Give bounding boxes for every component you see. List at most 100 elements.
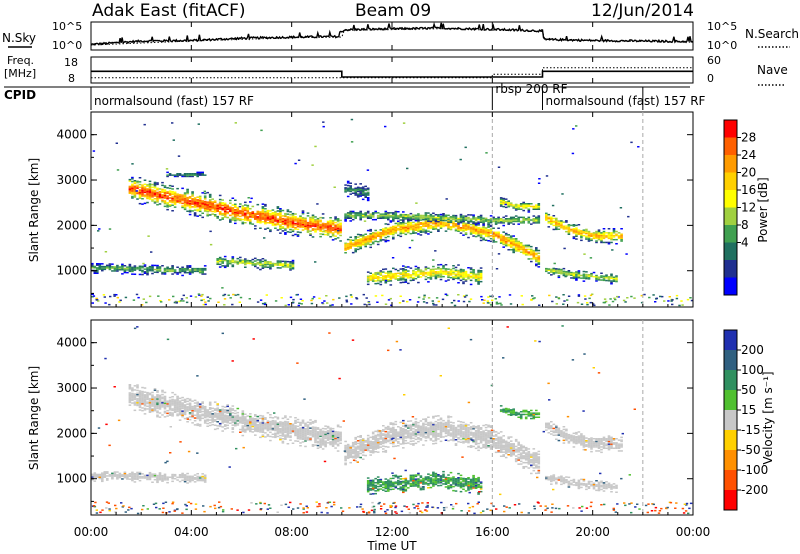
range-cell <box>389 438 393 440</box>
range-cell <box>138 405 142 407</box>
range-cell <box>484 219 488 221</box>
range-cell <box>254 225 257 227</box>
range-cell <box>535 248 538 250</box>
range-cell <box>156 415 159 418</box>
range-cell <box>547 272 551 274</box>
range-cell <box>136 186 139 188</box>
range-cell <box>165 168 169 170</box>
range-cell <box>173 402 177 404</box>
range-cell <box>507 219 510 221</box>
range-cell <box>477 276 480 278</box>
range-cell <box>537 219 541 221</box>
range-cell <box>236 215 240 217</box>
range-cell <box>336 440 340 443</box>
range-cell <box>509 202 513 204</box>
range-cell <box>434 435 438 438</box>
range-cell <box>382 213 385 215</box>
range-cell <box>527 203 531 205</box>
range-cell <box>259 436 262 439</box>
range-cell <box>176 187 179 190</box>
range-cell <box>376 435 380 437</box>
range-cell <box>434 271 438 273</box>
range-cell <box>504 206 508 209</box>
range-cell <box>251 419 255 421</box>
range-cell <box>479 221 483 223</box>
range-cell <box>522 222 525 224</box>
range-cell <box>246 212 250 215</box>
range-cell <box>265 294 268 296</box>
range-cell <box>402 225 405 228</box>
range-cell <box>251 420 255 422</box>
range-cell <box>231 421 235 424</box>
range-cell <box>135 190 138 192</box>
range-cell <box>467 214 470 216</box>
range-cell <box>517 244 520 247</box>
range-cell <box>231 420 235 422</box>
range-cell <box>161 194 164 196</box>
range-cell <box>136 400 139 403</box>
range-cell <box>570 228 573 231</box>
range-cell <box>173 203 177 206</box>
range-cell <box>281 230 285 232</box>
range-cell <box>269 265 272 267</box>
range-cell <box>156 400 159 403</box>
range-cell <box>291 229 295 231</box>
range-cell <box>324 227 327 229</box>
range-cell <box>281 440 285 443</box>
range-cell <box>429 270 433 272</box>
range-cell <box>178 397 182 400</box>
range-cell <box>173 407 177 409</box>
range-cell <box>334 225 337 228</box>
range-cell <box>186 198 189 200</box>
range-cell <box>605 277 608 279</box>
range-cell <box>524 254 528 256</box>
range-cell <box>449 271 453 273</box>
range-cell <box>286 227 290 229</box>
range-cell <box>266 424 270 426</box>
range-cell <box>615 234 618 237</box>
range-cell <box>580 239 583 242</box>
range-cell <box>399 273 403 276</box>
range-cell <box>359 445 362 448</box>
range-cell <box>319 216 322 219</box>
range-cell <box>150 251 153 253</box>
range-cell <box>321 442 325 445</box>
range-cell <box>407 216 410 219</box>
range-cell <box>404 439 408 442</box>
range-cell <box>269 222 272 224</box>
range-cell <box>524 246 528 248</box>
range-cell <box>234 219 237 222</box>
range-cell <box>477 222 480 225</box>
range-cell <box>442 219 445 222</box>
range-cell <box>402 430 405 433</box>
range-cell <box>168 414 172 416</box>
range-cell <box>605 275 608 278</box>
range-cell <box>128 401 132 404</box>
range-cell <box>424 267 428 270</box>
range-cell <box>246 419 250 421</box>
range-cell <box>319 229 322 231</box>
range-cell <box>514 240 518 243</box>
range-cell <box>431 300 434 302</box>
range-cell <box>221 204 224 207</box>
range-cell <box>517 208 520 210</box>
range-cell <box>369 442 372 444</box>
range-cell <box>279 261 282 264</box>
range-cell <box>261 211 265 214</box>
range-cell <box>186 201 189 203</box>
range-cell <box>126 271 129 274</box>
range-cell <box>208 411 212 413</box>
range-tick-label: 4000 <box>56 128 87 142</box>
range-cell <box>226 419 229 421</box>
range-cell <box>259 259 262 261</box>
range-cell <box>93 272 97 274</box>
range-cell <box>266 425 270 428</box>
range-cell <box>321 224 325 226</box>
range-cell <box>136 181 139 184</box>
range-cell <box>437 219 440 222</box>
range-cell <box>239 428 242 431</box>
range-cell <box>211 206 214 209</box>
range-cell <box>166 400 169 402</box>
range-cell <box>384 282 388 284</box>
range-cell <box>264 218 267 221</box>
